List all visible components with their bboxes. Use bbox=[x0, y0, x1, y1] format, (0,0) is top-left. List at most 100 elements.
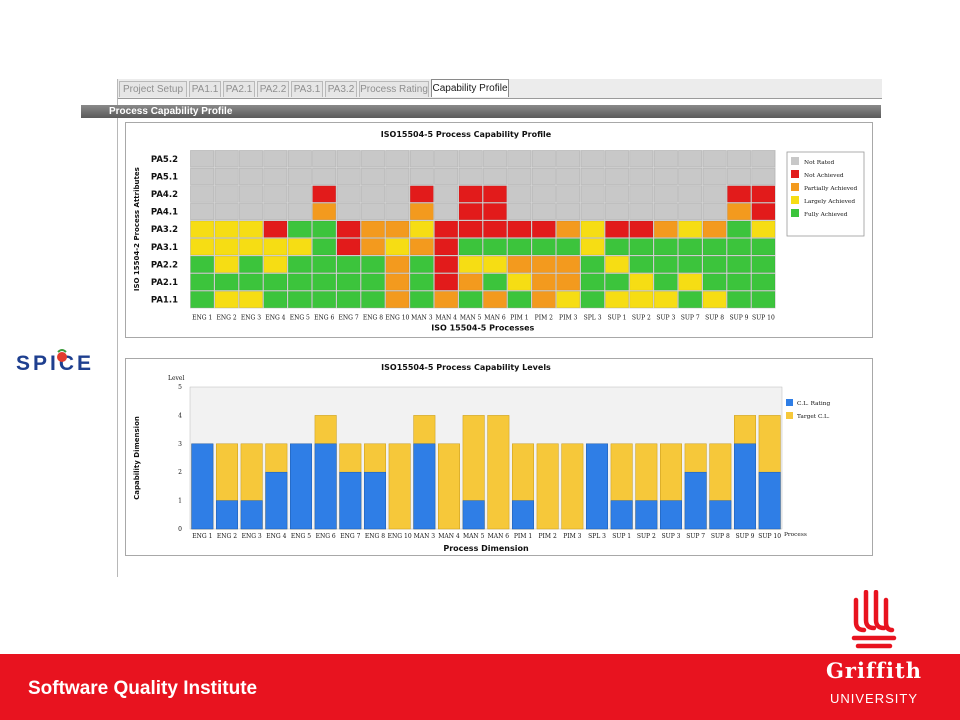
heatmap-cell bbox=[312, 273, 337, 291]
heatmap-cell bbox=[312, 291, 337, 309]
heatmap-cell bbox=[263, 185, 288, 203]
heatmap-process-label: ENG 4 bbox=[265, 314, 285, 321]
heatmap-cell bbox=[214, 220, 239, 238]
heatmap-cell bbox=[239, 238, 263, 256]
bar-chart-x-tick-label: SUP 7 bbox=[686, 533, 705, 540]
heatmap-cell bbox=[361, 238, 385, 256]
cl-rating-bar bbox=[709, 500, 732, 530]
cl-rating-bar bbox=[314, 443, 337, 530]
cl-rating-bar bbox=[191, 443, 214, 530]
heatmap-cell bbox=[458, 203, 483, 221]
heatmap-cell bbox=[483, 238, 507, 256]
bar-chart-y-tick-label: 4 bbox=[178, 412, 182, 419]
heatmap-cell bbox=[214, 203, 239, 221]
heatmap-cell bbox=[702, 220, 727, 238]
bar-chart-x-tick-label: MAN 3 bbox=[414, 533, 436, 540]
heatmap-cell bbox=[580, 167, 605, 185]
tab-pa2-1[interactable]: PA2.1 bbox=[223, 81, 255, 97]
heatmap-cell bbox=[483, 291, 507, 309]
bar-chart-x-tick-label: SUP 9 bbox=[736, 533, 755, 540]
heatmap-legend-swatch bbox=[791, 196, 799, 204]
tab-pa3-1[interactable]: PA3.1 bbox=[291, 81, 323, 97]
tab-pa1-1[interactable]: PA1.1 bbox=[189, 81, 221, 97]
heatmap-cell bbox=[385, 150, 410, 168]
heatmap-cell bbox=[629, 185, 654, 203]
heatmap-cell bbox=[580, 273, 605, 291]
heatmap-cell bbox=[702, 167, 727, 185]
heatmap-cell bbox=[239, 185, 263, 203]
heatmap-process-label: ENG 2 bbox=[217, 314, 237, 321]
heatmap-process-label: ENG 6 bbox=[314, 314, 334, 321]
heatmap-cell bbox=[580, 185, 605, 203]
heatmap-attribute-label: PA5.1 bbox=[151, 172, 178, 182]
heatmap-cell bbox=[239, 150, 263, 168]
bar-chart-y-axis-unit: Level bbox=[168, 375, 184, 382]
tab-pa3-2[interactable]: PA3.2 bbox=[325, 81, 357, 97]
heatmap-cell bbox=[556, 220, 581, 238]
heatmap-cell bbox=[727, 185, 751, 203]
heatmap-cell bbox=[361, 150, 385, 168]
cl-rating-bar bbox=[734, 443, 756, 530]
heatmap-process-label: SUP 1 bbox=[608, 314, 627, 321]
tab-pa2-2[interactable]: PA2.2 bbox=[257, 81, 289, 97]
cl-rating-bar bbox=[339, 471, 362, 530]
heatmap-legend-label: Not Achieved bbox=[804, 173, 844, 179]
heatmap-process-label: SUP 8 bbox=[705, 314, 724, 321]
bar-chart-x-tick-label: PIM 2 bbox=[539, 533, 557, 540]
heatmap-cell bbox=[214, 167, 239, 185]
heatmap-process-label: MAN 5 bbox=[460, 314, 482, 321]
heatmap-cell bbox=[678, 167, 703, 185]
heatmap-cell bbox=[434, 255, 459, 273]
heatmap-cell bbox=[653, 203, 678, 221]
capability-levels-chart: ISO15504-5 Process Capability Levels Leve… bbox=[133, 363, 830, 553]
heatmap-cell bbox=[727, 167, 751, 185]
heatmap-attribute-label: PA3.1 bbox=[151, 243, 178, 253]
heatmap-cell bbox=[190, 203, 215, 221]
heatmap-cell bbox=[483, 185, 507, 203]
heatmap-attribute-label: PA2.2 bbox=[151, 260, 178, 270]
heatmap-cell bbox=[434, 291, 459, 309]
heatmap-legend-label: Largely Achieved bbox=[804, 199, 855, 205]
tab-capability-profile[interactable]: Capability Profile bbox=[431, 79, 509, 97]
heatmap-cell bbox=[287, 220, 312, 238]
tab-process-rating[interactable]: Process Rating bbox=[359, 81, 429, 97]
heatmap-process-label: PIM 1 bbox=[510, 314, 528, 321]
heatmap-cell bbox=[263, 255, 288, 273]
heatmap-cell bbox=[702, 150, 727, 168]
heatmap-process-label: PIM 2 bbox=[535, 314, 553, 321]
heatmap-cell bbox=[434, 238, 459, 256]
heatmap-cell bbox=[458, 185, 483, 203]
heatmap-cell bbox=[580, 238, 605, 256]
heatmap-cell bbox=[751, 255, 776, 273]
tab-project-setup[interactable]: Project Setup bbox=[119, 81, 187, 97]
heatmap-cell bbox=[653, 220, 678, 238]
cl-rating-bar bbox=[364, 471, 386, 530]
heatmap-cell bbox=[629, 273, 654, 291]
heatmap-cell bbox=[531, 220, 556, 238]
bar-chart-x-tick-label: ENG 10 bbox=[388, 533, 412, 540]
bar-chart-x-tick-label: SUP 1 bbox=[612, 533, 631, 540]
heatmap-attribute-label: PA2.1 bbox=[151, 278, 178, 288]
cl-rating-bar bbox=[240, 500, 263, 530]
heatmap-cell bbox=[336, 220, 361, 238]
bar-chart-x-tick-label: SPL 3 bbox=[588, 533, 606, 540]
bar-chart-x-tick-label: SUP 8 bbox=[711, 533, 730, 540]
heatmap-cell bbox=[727, 150, 751, 168]
heatmap-cell bbox=[239, 291, 263, 309]
heatmap-cell bbox=[702, 203, 727, 221]
heatmap-cell bbox=[287, 185, 312, 203]
heatmap-cell bbox=[531, 273, 556, 291]
heatmap-cell bbox=[727, 255, 751, 273]
heatmap-cell bbox=[434, 220, 459, 238]
heatmap-legend-swatch bbox=[791, 157, 799, 165]
heatmap-cell bbox=[214, 185, 239, 203]
heatmap-cell bbox=[385, 203, 410, 221]
heatmap-cell bbox=[458, 220, 483, 238]
heatmap-cell bbox=[458, 238, 483, 256]
heatmap-cell bbox=[556, 150, 581, 168]
heatmap-cell bbox=[483, 255, 507, 273]
section-title: Process Capability Profile bbox=[109, 106, 233, 117]
heatmap-cell bbox=[702, 291, 727, 309]
bar-chart-x-tick-label: ENG 4 bbox=[266, 533, 286, 540]
heatmap-cell bbox=[629, 238, 654, 256]
